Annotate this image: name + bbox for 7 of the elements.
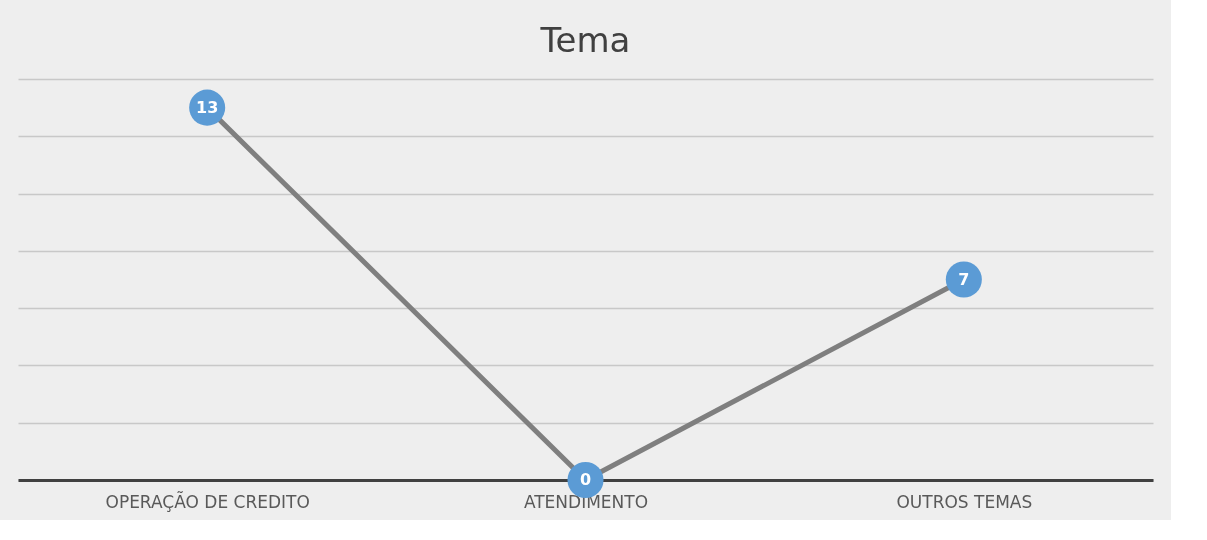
data-label: 7 [958,269,970,289]
data-label: 0 [579,470,592,489]
chart-title: Tema [539,20,631,60]
x-tick-label: OUTROS TEMAS [896,491,1033,512]
data-label: 13 [196,97,219,117]
x-tick-label: ATENDIMENTO [523,491,649,512]
x-tick-label: OPERAÇÃO DE CREDITO [105,490,310,512]
